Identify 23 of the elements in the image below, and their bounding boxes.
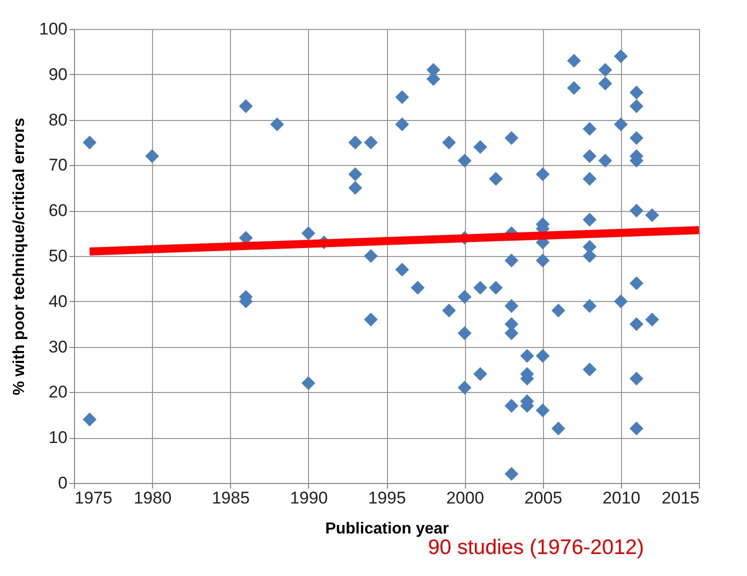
y-tick-label: 70 bbox=[48, 156, 68, 175]
x-axis-title: Publication year bbox=[325, 520, 449, 538]
y-tick-label: 50 bbox=[48, 246, 68, 266]
y-tick-label: 0 bbox=[58, 474, 68, 492]
x-tick-label: 1995 bbox=[368, 488, 406, 508]
y-tick-label: 100 bbox=[39, 20, 68, 38]
y-tick-label: 40 bbox=[48, 292, 68, 311]
x-tick-label: 2010 bbox=[602, 488, 640, 508]
y-tick-label: 30 bbox=[48, 337, 68, 356]
y-tick-label: 20 bbox=[48, 382, 68, 402]
y-tick-label: 60 bbox=[48, 201, 68, 220]
x-tick-label: 2000 bbox=[446, 488, 484, 508]
y-axis-title: % with poor technique/critical errors bbox=[11, 118, 28, 396]
y-tick-label: 80 bbox=[48, 110, 68, 130]
x-tick-label: 2005 bbox=[524, 488, 562, 508]
x-tick-label: 1990 bbox=[290, 488, 328, 508]
x-tick-label: 1980 bbox=[134, 488, 172, 508]
x-tick-label: 2015 bbox=[662, 488, 700, 508]
text: 90 studies (1976-2012) bbox=[428, 536, 644, 560]
y-tick-label: 90 bbox=[48, 64, 68, 84]
x-tick-label: 1975 bbox=[74, 488, 112, 508]
y-tick-label: 10 bbox=[48, 428, 68, 448]
x-tick-label: 1985 bbox=[212, 488, 250, 508]
